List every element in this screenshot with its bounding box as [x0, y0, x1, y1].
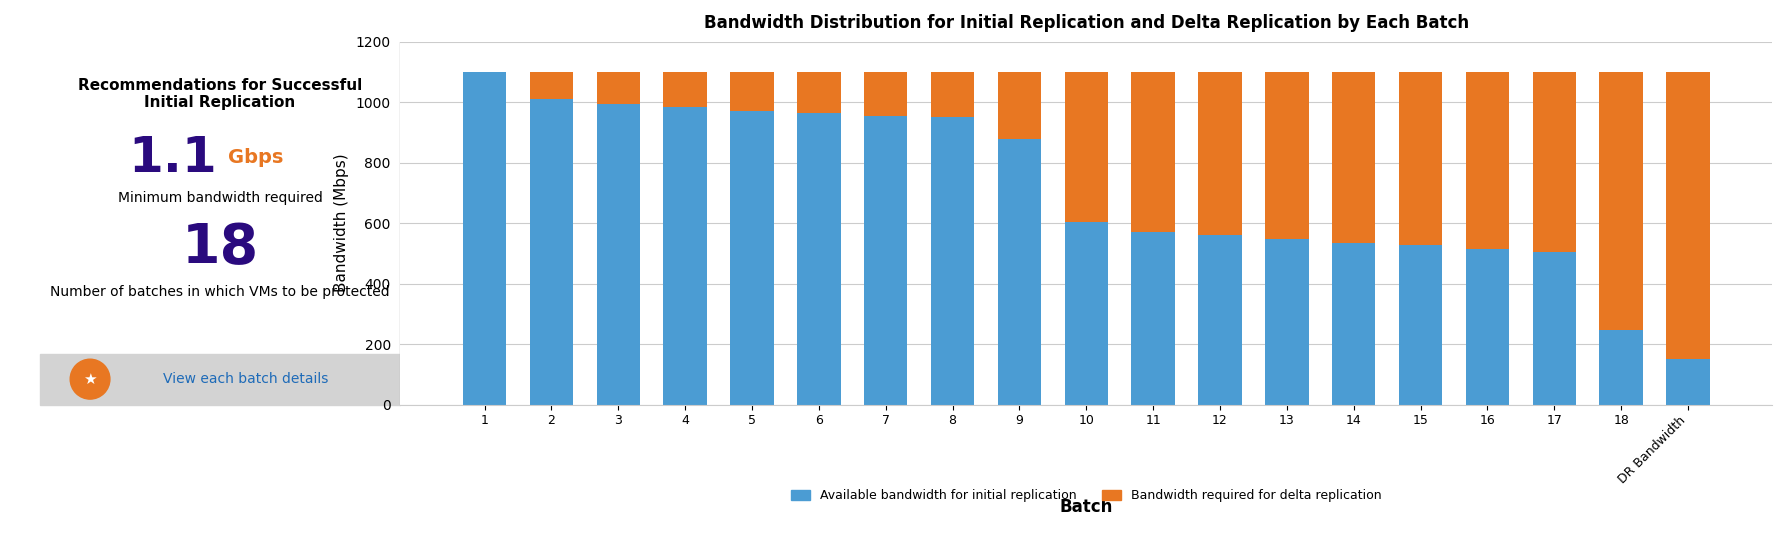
Bar [797, 113, 841, 405]
Title: Bandwidth Distribution for Initial Replication and Delta Replication by Each Bat: Bandwidth Distribution for Initial Repli… [704, 14, 1468, 32]
Bar [1466, 249, 1509, 405]
Bar [1064, 222, 1107, 405]
Bar [1466, 72, 1509, 249]
Bar [797, 72, 841, 113]
Bar [1064, 72, 1107, 222]
Bar [663, 107, 707, 405]
Bar [864, 116, 907, 405]
Text: 18: 18 [182, 221, 259, 276]
Bar [39, 354, 400, 405]
Legend: Available bandwidth for initial replication, Bandwidth required for delta replic: Available bandwidth for initial replicat… [786, 484, 1386, 507]
Text: View each batch details: View each batch details [163, 372, 329, 386]
Bar [730, 72, 773, 111]
Bar [1198, 235, 1241, 405]
Bar [530, 72, 573, 99]
Bar [1264, 239, 1309, 405]
X-axis label: Batch: Batch [1059, 497, 1113, 516]
Bar [663, 72, 707, 107]
Text: Minimum bandwidth required: Minimum bandwidth required [118, 191, 323, 205]
Bar [864, 72, 907, 116]
Bar [597, 72, 639, 104]
Bar [1398, 72, 1443, 245]
Bar [1332, 243, 1375, 405]
Bar [998, 138, 1041, 405]
Text: 1.1: 1.1 [129, 134, 218, 182]
Bar [1532, 72, 1575, 252]
Y-axis label: Bandwidth (Mbps): Bandwidth (Mbps) [334, 154, 348, 293]
Bar [1398, 245, 1443, 405]
Bar [730, 111, 773, 405]
Text: ★: ★ [84, 371, 96, 386]
Bar [1600, 331, 1643, 405]
Circle shape [70, 359, 111, 399]
Bar [1666, 72, 1709, 359]
Bar [1532, 252, 1575, 405]
Bar [1600, 72, 1643, 331]
Bar [931, 117, 975, 405]
Bar [1332, 72, 1375, 243]
Bar [1131, 232, 1175, 405]
Bar [530, 99, 573, 405]
Bar [1198, 72, 1241, 235]
Text: Number of batches in which VMs to be protected: Number of batches in which VMs to be pro… [50, 285, 389, 299]
Bar [597, 104, 639, 405]
Bar [1264, 72, 1309, 239]
Bar [998, 72, 1041, 138]
Text: Gbps: Gbps [229, 148, 284, 167]
Bar [1131, 72, 1175, 232]
Bar [1666, 359, 1709, 405]
Text: Recommendations for Successful
Initial Replication: Recommendations for Successful Initial R… [79, 78, 363, 110]
Bar [931, 72, 975, 117]
Bar [463, 72, 505, 405]
